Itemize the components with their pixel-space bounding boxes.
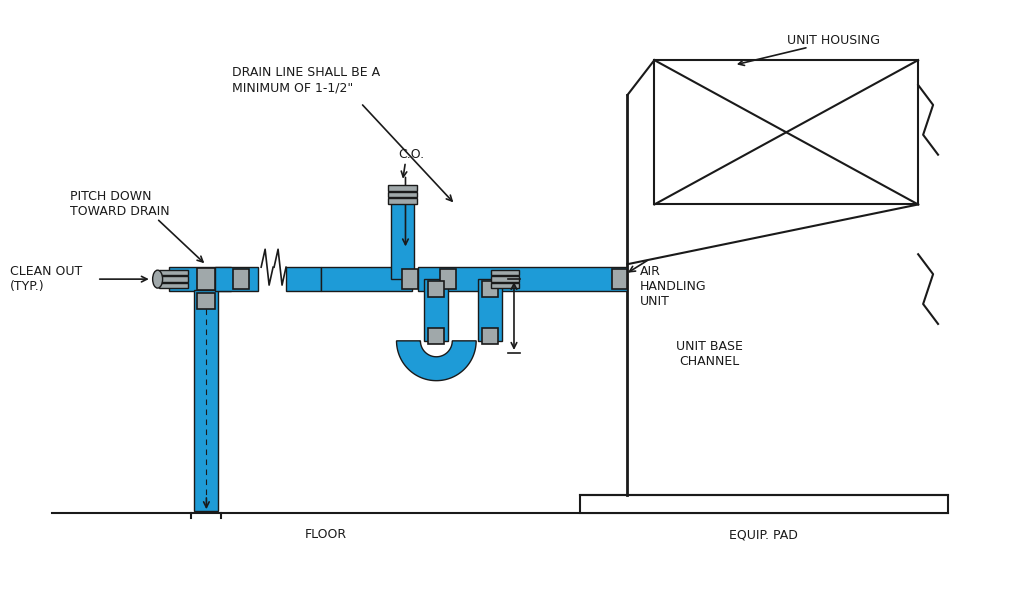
Text: UNIT HOUSING: UNIT HOUSING bbox=[787, 34, 880, 47]
Bar bbox=[388, 198, 417, 204]
Text: AIR
HANDLING
UNIT: AIR HANDLING UNIT bbox=[639, 265, 706, 308]
Polygon shape bbox=[478, 279, 502, 341]
Polygon shape bbox=[169, 267, 231, 291]
FancyBboxPatch shape bbox=[233, 269, 249, 289]
Text: FLOOR: FLOOR bbox=[305, 529, 347, 542]
Polygon shape bbox=[195, 290, 218, 511]
FancyBboxPatch shape bbox=[482, 281, 498, 297]
Text: C.O.: C.O. bbox=[398, 148, 425, 161]
Polygon shape bbox=[215, 267, 258, 291]
FancyBboxPatch shape bbox=[198, 268, 215, 290]
FancyBboxPatch shape bbox=[440, 269, 457, 289]
Bar bbox=[490, 276, 519, 282]
FancyBboxPatch shape bbox=[402, 269, 419, 289]
Polygon shape bbox=[424, 279, 449, 341]
Bar bbox=[490, 283, 519, 289]
FancyBboxPatch shape bbox=[482, 328, 498, 344]
Bar bbox=[159, 270, 187, 275]
Text: CLEAN OUT
(TYP.): CLEAN OUT (TYP.) bbox=[10, 265, 83, 293]
FancyBboxPatch shape bbox=[428, 328, 444, 344]
Bar bbox=[654, 60, 919, 204]
FancyBboxPatch shape bbox=[611, 269, 628, 289]
Polygon shape bbox=[390, 195, 415, 279]
Polygon shape bbox=[396, 341, 476, 381]
Polygon shape bbox=[419, 267, 628, 291]
Text: DRAIN LINE SHALL BE A
MINIMUM OF 1-1/2": DRAIN LINE SHALL BE A MINIMUM OF 1-1/2" bbox=[231, 66, 380, 94]
Polygon shape bbox=[321, 267, 413, 291]
Ellipse shape bbox=[153, 270, 163, 288]
Text: PITCH DOWN
TOWARD DRAIN: PITCH DOWN TOWARD DRAIN bbox=[70, 190, 170, 219]
FancyBboxPatch shape bbox=[428, 281, 444, 297]
Bar bbox=[388, 185, 417, 190]
Bar bbox=[159, 283, 187, 289]
Text: EQUIP. PAD: EQUIP. PAD bbox=[729, 529, 799, 542]
Bar bbox=[580, 495, 948, 513]
Text: UNIT BASE
CHANNEL: UNIT BASE CHANNEL bbox=[676, 340, 742, 368]
FancyBboxPatch shape bbox=[198, 293, 215, 309]
Bar bbox=[388, 192, 417, 197]
Bar bbox=[490, 270, 519, 275]
Polygon shape bbox=[286, 267, 321, 291]
Bar bbox=[159, 276, 187, 282]
